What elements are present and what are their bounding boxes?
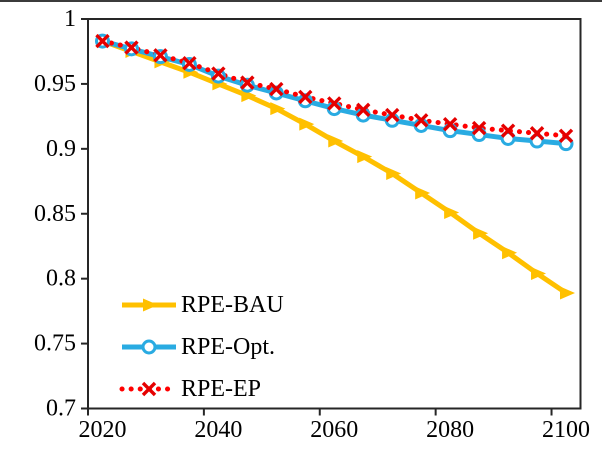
x-tick-label: 2020 [78, 417, 126, 443]
x-marker-icon [211, 66, 226, 81]
circle-marker-icon [239, 77, 255, 93]
x-tick-label: 2100 [542, 417, 590, 443]
x-marker-icon [413, 113, 429, 128]
series-plots [94, 33, 576, 300]
triangle-marker-icon [531, 266, 547, 280]
x-marker-icon [471, 120, 487, 136]
y-tick-label: 0.7 [46, 396, 76, 422]
x-marker-icon [558, 128, 574, 144]
x-marker-icon [356, 102, 371, 118]
x-tick-label: 2040 [194, 417, 242, 443]
triangle-marker-icon [328, 134, 344, 148]
series-line-rpe-bau [101, 38, 568, 296]
legend-row-rpe-opt: RPE-Opt. [122, 334, 275, 360]
legend-row-rpe-bau: RPE-BAU [122, 292, 284, 318]
x-marker-icon [500, 123, 516, 138]
x-marker-icon [384, 107, 400, 123]
triangle-marker-icon [386, 167, 402, 181]
y-tick-label: 0.75 [34, 331, 76, 357]
x-tick-label: 2060 [310, 417, 358, 443]
figure-top-border [0, 0, 602, 2]
x-axis-ticks: 2020 2040 2060 2080 2100 [78, 408, 590, 443]
x-marker-icon [182, 55, 197, 71]
x-marker-icon [240, 75, 255, 90]
x-marker-icon [153, 48, 168, 63]
x-marker-icon [298, 89, 313, 105]
triangle-marker-icon [502, 246, 518, 260]
triangle-marker-icon [143, 298, 158, 312]
x-marker-icon [95, 33, 110, 49]
triangle-marker-icon [415, 186, 431, 200]
x-tick-label: 2080 [426, 417, 474, 443]
legend-label-rpe-opt: RPE-Opt. [181, 334, 275, 360]
triangle-marker-icon [444, 205, 460, 219]
y-tick-label: 0.8 [46, 266, 76, 292]
y-tick-label: 0.85 [34, 201, 76, 227]
x-marker-icon [529, 126, 545, 141]
circle-marker-icon [210, 68, 226, 84]
series-line-rpe-ep [99, 38, 569, 139]
x-marker-icon [141, 381, 157, 397]
legend-label-rpe-bau: RPE-BAU [181, 292, 284, 318]
circle-marker-icon [141, 339, 157, 355]
triangle-marker-icon [299, 117, 315, 131]
series-line-rpe-opt [101, 38, 567, 147]
y-tick-label: 0.95 [34, 71, 76, 97]
x-marker-icon [269, 81, 284, 97]
x-marker-icon [124, 40, 139, 55]
legend-label-rpe-ep: RPE-EP [181, 376, 261, 402]
y-tick-label: 1 [64, 6, 76, 32]
legend-row-rpe-ep: RPE-EP [119, 376, 261, 402]
plot-border [87, 18, 582, 410]
x-marker-icon [442, 116, 458, 132]
legend: RPE-BAU RPE-Opt. RPE-EP [119, 292, 284, 402]
y-axis-ticks: 1 0.95 0.9 0.85 0.8 0.75 0.7 [34, 6, 88, 422]
triangle-marker-icon [560, 286, 576, 300]
triangle-marker-icon [270, 102, 286, 116]
triangle-marker-icon [473, 226, 489, 240]
y-tick-label: 0.9 [46, 136, 76, 162]
triangle-marker-icon [357, 150, 373, 164]
x-marker-icon [327, 96, 342, 111]
